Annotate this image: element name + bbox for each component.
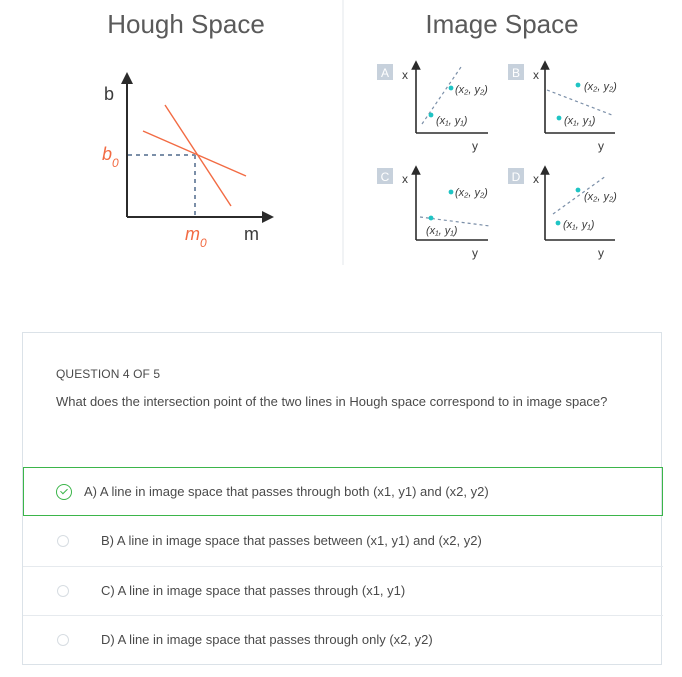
option-d[interactable]: D) A line in image space that passes thr… xyxy=(23,615,663,664)
panel-b: B x (x₂, y₂) (x₁, y₁) y xyxy=(508,60,617,153)
radio-icon xyxy=(57,634,69,646)
hough-m-label: m xyxy=(244,224,259,244)
panel-c-tag: C xyxy=(381,170,390,184)
panel-b-x-label: x xyxy=(533,68,539,82)
hough-line-2 xyxy=(164,104,232,207)
image-space-title: Image Space xyxy=(425,9,578,39)
panel-d: D x (x₂, y₂) (x₁, y₁) y xyxy=(508,165,617,260)
question-text: What does the intersection point of the … xyxy=(56,394,608,409)
m0-label: m0 xyxy=(185,224,207,250)
panel-a-x-label: x xyxy=(402,68,408,82)
panel-a-y-label: y xyxy=(472,139,478,153)
panel-d-tag: D xyxy=(512,170,521,184)
panel-b-point-2: (x₂, y₂) xyxy=(584,81,617,93)
hough-line-1 xyxy=(142,130,247,177)
hough-b-label: b xyxy=(104,84,114,104)
panel-d-point-2: (x₂, y₂) xyxy=(584,191,617,203)
panel-d-point-1: (x₁, y₁) xyxy=(563,219,595,231)
panel-b-tag: B xyxy=(512,66,520,80)
hough-title: Hough Space xyxy=(107,9,265,39)
panel-b-y-label: y xyxy=(598,139,604,153)
panel-a-point-2: (x₂, y₂) xyxy=(455,84,488,96)
option-a-label: A) A line in image space that passes thr… xyxy=(84,484,489,499)
panel-c-y-label: y xyxy=(472,246,478,260)
hough-diagram: Hough Space Image Space b m b0 m0 A x (x… xyxy=(102,0,617,265)
option-c[interactable]: C) A line in image space that passes thr… xyxy=(23,566,663,615)
panel-a: A x (x₁, y₁) (x₂, y₂) y xyxy=(377,60,488,153)
panel-d-x-label: x xyxy=(533,172,539,186)
option-b-label: B) A line in image space that passes bet… xyxy=(101,533,482,548)
panel-c-x-label: x xyxy=(402,172,408,186)
panel-c-point-1: (x₁, y₁) xyxy=(426,225,458,237)
option-a[interactable]: A) A line in image space that passes thr… xyxy=(23,467,663,516)
panel-c-point-2: (x₂, y₂) xyxy=(455,187,488,199)
b0-label: b0 xyxy=(102,144,119,170)
radio-icon xyxy=(57,535,69,547)
panel-c: C x (x₂, y₂) (x₁, y₁) y xyxy=(377,165,491,260)
panel-b-point-1: (x₁, y₁) xyxy=(564,115,596,127)
question-heading: QUESTION 4 OF 5 xyxy=(56,367,161,381)
option-d-label: D) A line in image space that passes thr… xyxy=(101,632,433,647)
option-b[interactable]: B) A line in image space that passes bet… xyxy=(23,517,663,566)
panel-a-point-1: (x₁, y₁) xyxy=(436,115,468,127)
panel-d-y-label: y xyxy=(598,246,604,260)
quiz-card: QUESTION 4 OF 5 What does the intersecti… xyxy=(22,332,663,665)
radio-icon xyxy=(57,585,69,597)
panel-a-tag: A xyxy=(381,66,389,80)
check-circle-icon xyxy=(56,484,72,500)
option-c-label: C) A line in image space that passes thr… xyxy=(101,583,406,598)
hough-figure: Hough Space Image Space b m b0 m0 A x (x… xyxy=(0,0,682,270)
